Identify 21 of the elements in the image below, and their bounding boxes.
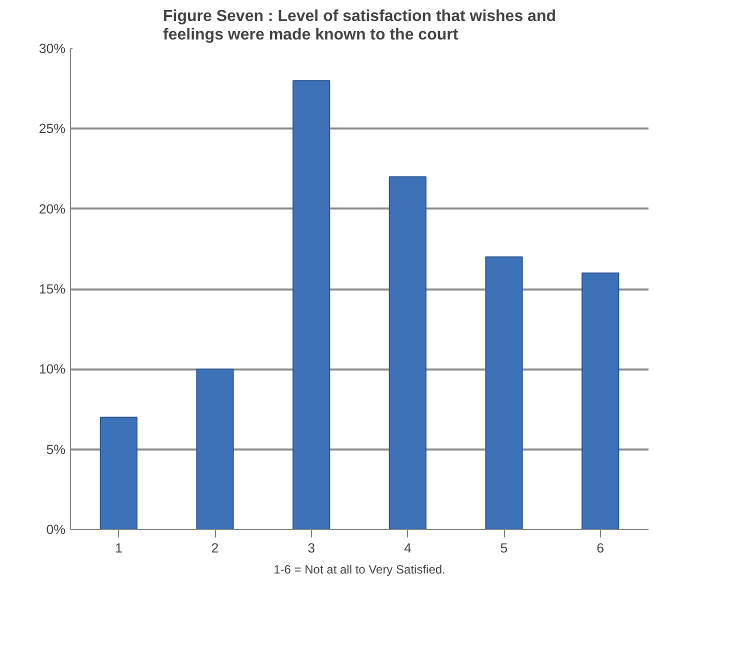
bar: [485, 256, 523, 530]
x-tick-label: 1: [114, 540, 122, 556]
x-tick-label: 3: [308, 540, 316, 556]
y-tick-label: 15%: [38, 282, 66, 296]
bar: [100, 416, 138, 530]
x-tick-label: 5: [500, 540, 508, 556]
x-tick-label: 6: [596, 540, 604, 556]
bar: [292, 80, 330, 530]
y-tick-label: 10%: [38, 362, 66, 377]
x-tick-label: 2: [211, 540, 219, 556]
x-tick-label: 4: [404, 540, 412, 556]
y-tick-label: 30%: [38, 41, 66, 56]
bar: [388, 176, 426, 530]
text: 1-6 = Not at all to Very Satisfied.: [274, 562, 446, 576]
bar: [582, 272, 620, 530]
chart-title: Figure Seven : Level of satisfaction that wishes and feelings were made known to the court: [163, 8, 556, 44]
bar: [196, 368, 234, 530]
y-tick-label: 5%: [46, 442, 66, 457]
y-tick-label: 25%: [38, 121, 66, 136]
y-tick-label: 0%: [46, 522, 66, 537]
y-tick-label: 20%: [38, 201, 66, 216]
